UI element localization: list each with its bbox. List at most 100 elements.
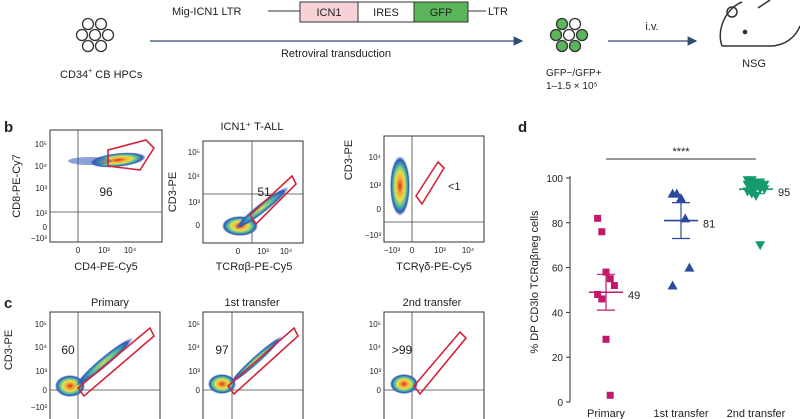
ytick: 10³: [35, 367, 47, 376]
gate-polygon: [248, 174, 297, 226]
panel-c: c CD3-PE Primary 60 10⁵ 10⁴ 10³ 0 −10³ 1…: [3, 295, 485, 419]
y-tick-label: 40: [552, 308, 564, 319]
construct-prefix: Mig-ICN1 LTR: [172, 6, 242, 18]
y-axis-label: % DP CD3lo TCRαβneg cells: [529, 210, 541, 354]
x-axis-label: CD4-PE-Cy5: [74, 261, 138, 273]
panel-c-letter: c: [4, 295, 12, 312]
significance-label: ****: [672, 146, 690, 158]
density-streak: [235, 186, 289, 230]
xtick: 10⁴: [280, 247, 293, 256]
ytick: 10⁵: [188, 320, 200, 329]
xtick: 0: [76, 246, 81, 255]
hpc-label: CD34+ CB HPCs: [60, 68, 143, 81]
xtick: 0: [410, 246, 415, 255]
ytick: 10⁴: [35, 162, 48, 171]
ytick: −10²: [31, 234, 48, 243]
panel-d-chart: d % DP CD3lo TCRαβneg cells 0 20 40 60 80 100…: [518, 119, 790, 419]
xtick: 10³: [257, 247, 269, 256]
ytick: 10³: [35, 184, 47, 193]
xtick: 10³: [98, 246, 110, 255]
density-streak: [74, 337, 134, 387]
ytick: 10²: [35, 209, 47, 218]
xtick: 0: [236, 247, 241, 256]
density-cloud: [208, 374, 236, 394]
panel-a: CD34+ CB HPCs Mig-ICN1 LTR ICN1 IRES GFP…: [60, 0, 800, 92]
gate-polygon: [107, 139, 156, 171]
gfp-box: [413, 1, 469, 23]
data-point: [594, 290, 602, 298]
gate-value: 60: [61, 343, 75, 357]
data-point: [598, 228, 606, 236]
ytick: 10⁴: [369, 153, 382, 162]
flow-plot-c2: 1st transfer 97 10⁵ 10⁴ 10³ 0: [188, 297, 304, 419]
density-cloud: [55, 375, 85, 397]
ytick: 10³: [188, 367, 200, 376]
data-point: [610, 282, 618, 290]
gfp-count-line1: GFP−/GFP+: [546, 68, 602, 79]
y-tick-label: 80: [552, 219, 564, 230]
ytick: −10³: [365, 231, 382, 240]
plot-title: Primary: [91, 297, 129, 309]
x-tick-label: 2nd transfer: [727, 408, 786, 419]
data-point: [594, 214, 602, 222]
mean-label: 49: [628, 290, 640, 302]
plot-title: 2nd transfer: [403, 297, 462, 309]
ires-label: IRES: [373, 7, 399, 19]
gate-polygon: [415, 160, 446, 206]
data-point: [755, 241, 766, 251]
ytick: 10⁴: [188, 343, 201, 352]
ytick: 10⁵: [188, 148, 200, 157]
gate-value: <1: [448, 181, 461, 193]
y-tick-label: 0: [557, 398, 563, 409]
gfp-label: GFP: [430, 7, 453, 19]
xtick: 10³: [434, 246, 446, 255]
ytick: 10⁵: [35, 140, 47, 149]
data-point: [671, 188, 682, 198]
ytick: 10⁴: [369, 343, 382, 352]
ytick: 0: [196, 386, 201, 395]
y-axis-label: CD3-PE: [343, 140, 355, 180]
flow-plot-b1: 96 10⁵ 10⁴ 10³ 10² 0 −10² 0 10³ 10⁴ CD4-…: [11, 129, 163, 273]
gate-value: >99: [392, 343, 413, 357]
y-axis-label: CD8-PE-Cy7: [11, 154, 23, 218]
panel-b: b ICN1⁺ T-ALL 96 10⁵ 10⁴ 10³ 10² 0 −10² …: [4, 119, 485, 273]
y-tick-label: 60: [552, 264, 564, 275]
gate-polygon: [412, 330, 468, 396]
x-axis-label: TCRαβ-PE-Cy5: [216, 261, 293, 273]
xtick: 10⁴: [462, 246, 475, 255]
density-cloud: [390, 156, 410, 216]
construct-suffix: LTR: [488, 6, 508, 18]
ytick: 10⁴: [188, 172, 201, 181]
ytick: 10⁵: [35, 320, 47, 329]
x-tick-label: 1st transfer: [653, 408, 708, 419]
x-axis-label: TCRγδ-PE-Cy5: [396, 261, 472, 273]
iv-label: i.v.: [645, 21, 658, 33]
panel-d-letter: d: [518, 119, 527, 136]
ytick: 10³: [369, 181, 381, 190]
data-point: [602, 335, 610, 343]
x-tick-label: Primary: [587, 408, 625, 419]
ytick: 0: [196, 221, 201, 230]
flow-plot-b3: <1 10⁴ 10³ 0 −10³ −10³ 0 10³ 10⁴ TCRγδ-P…: [343, 135, 485, 273]
ytick: 0: [377, 205, 382, 214]
flow-plot-b2: 51 10⁵ 10⁴ 10³ 0 0 10³ 10⁴ TCRαβ-PE-Cy5 …: [167, 140, 304, 273]
data-point: [606, 275, 614, 283]
ytick: −10³: [31, 403, 48, 412]
gate-value: 96: [99, 185, 113, 199]
transduction-label: Retroviral transduction: [281, 48, 391, 60]
mean-label: 95: [778, 187, 790, 199]
gfp-count-line2: 1–1.5 × 10⁵: [546, 81, 598, 92]
panel-b-title: ICN1⁺ T-ALL: [220, 121, 283, 133]
ytick: 10⁴: [35, 343, 48, 352]
density-tail: [68, 157, 112, 165]
hpc-cluster-icon: [75, 17, 115, 53]
ytick: 0: [43, 223, 48, 232]
data-point: [667, 280, 678, 290]
flow-plot-c1: Primary 60 10⁵ 10⁴ 10³ 0 −10³: [31, 297, 161, 419]
gate-value: 97: [215, 343, 229, 357]
density-cloud: [390, 374, 418, 394]
gate-value: 51: [257, 185, 271, 199]
xtick: −10³: [384, 246, 401, 255]
y-tick-label: 100: [546, 174, 563, 185]
